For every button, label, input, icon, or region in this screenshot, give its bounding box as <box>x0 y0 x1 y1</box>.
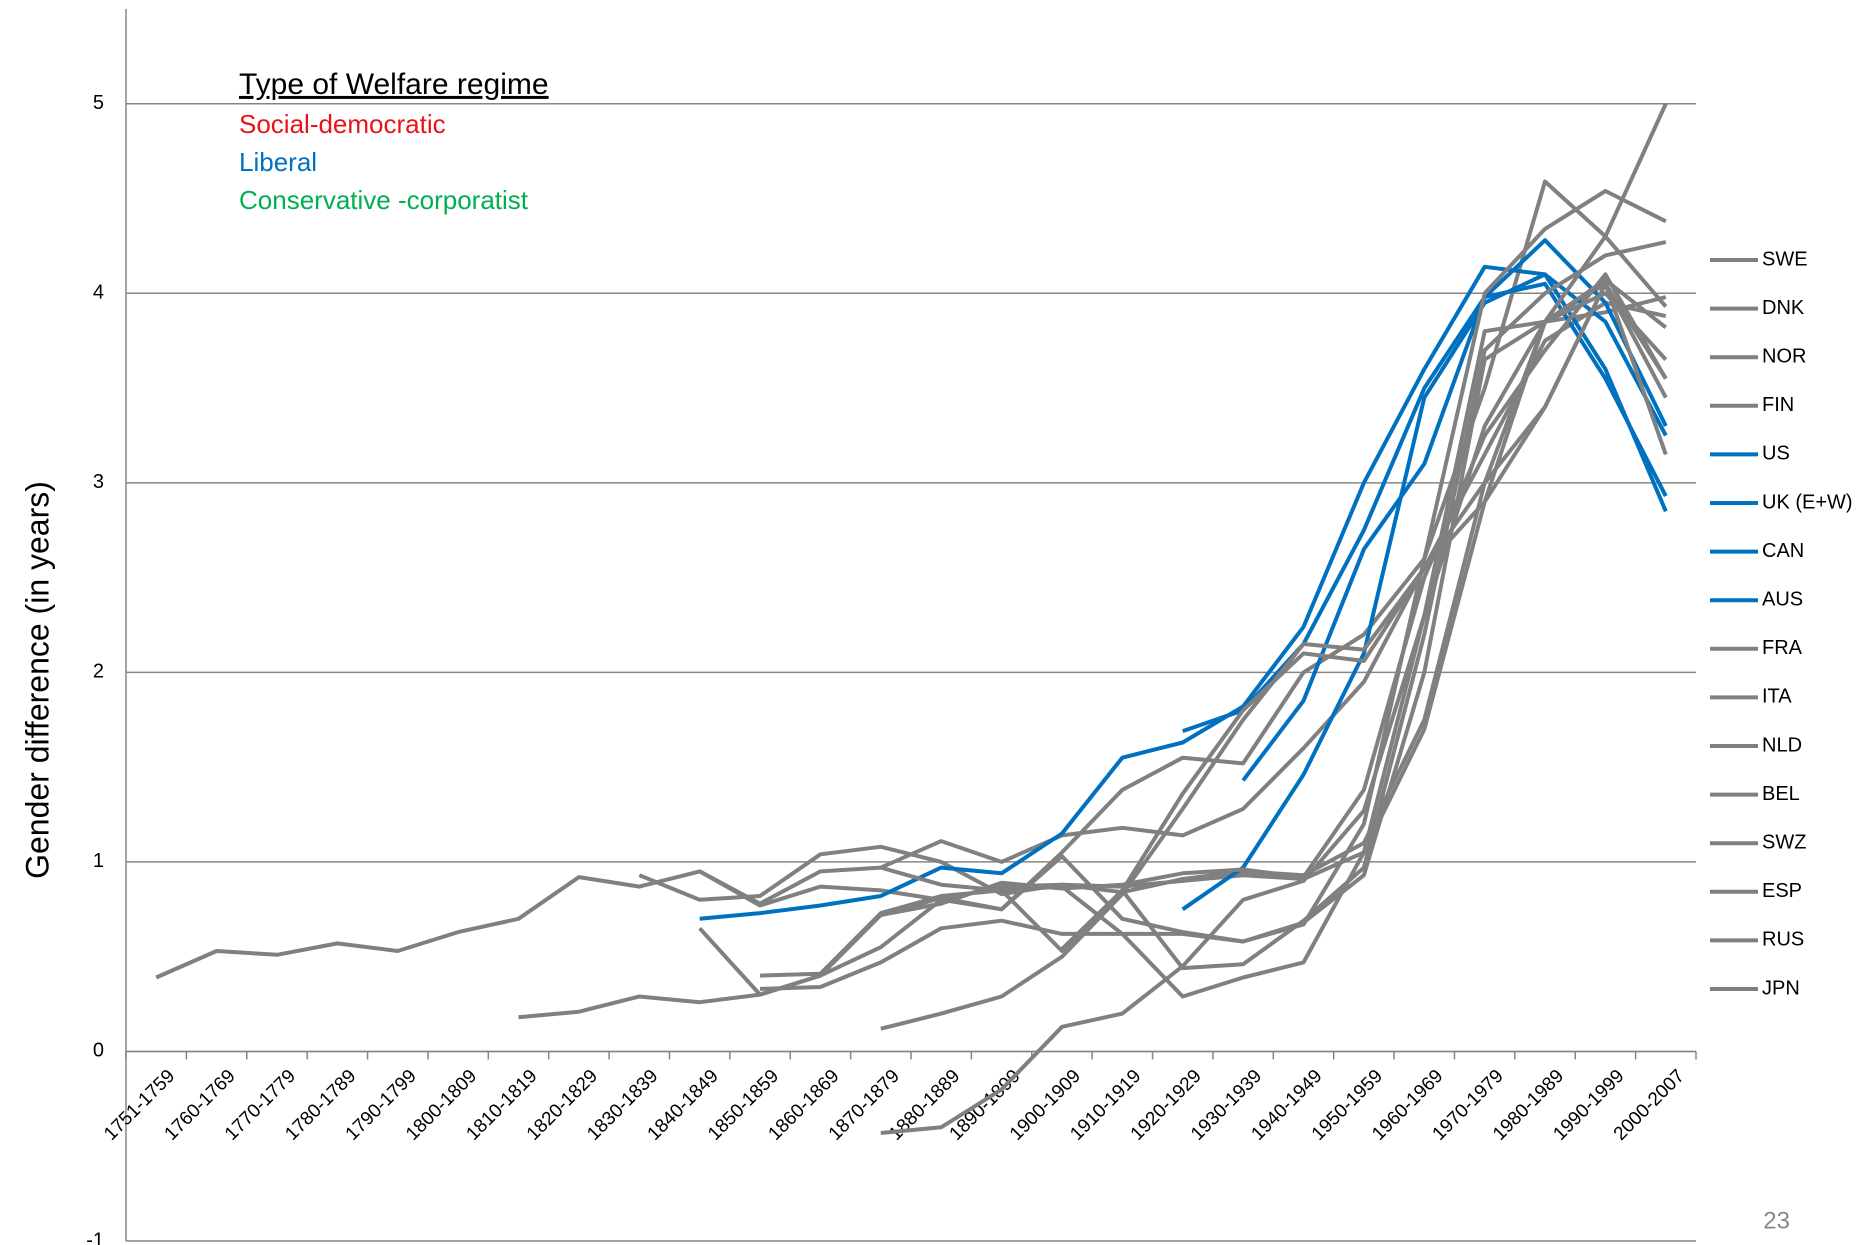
series-line <box>698 281 1668 908</box>
regime-label: Conservative -corporatist <box>239 185 529 215</box>
legend-label: NLD <box>1762 734 1802 756</box>
legend-label: RUS <box>1762 929 1804 951</box>
page-number: 23 <box>1763 1207 1790 1234</box>
series-line <box>880 272 1668 917</box>
legend-label: JPN <box>1762 977 1800 999</box>
legend-label: CAN <box>1762 540 1804 562</box>
series-line <box>1060 240 1667 971</box>
legend-label: AUS <box>1762 588 1803 610</box>
y-tick-label: 3 <box>93 471 104 493</box>
regime-label: Liberal <box>239 147 317 177</box>
series-line <box>1182 238 1668 733</box>
legend-label: NOR <box>1762 345 1806 367</box>
legend-label: ESP <box>1762 880 1802 902</box>
legend-title: Type of Welfare regime <box>239 68 549 101</box>
legend-label: US <box>1762 443 1790 465</box>
series-line <box>880 102 1668 1135</box>
series-line <box>1181 272 1668 911</box>
y-tick-label: 5 <box>93 92 104 114</box>
series-line <box>638 295 1667 902</box>
series-line <box>1241 281 1668 782</box>
y-tick-label: 1 <box>93 850 104 872</box>
legend-label: SWE <box>1762 248 1808 270</box>
legend-label: DNK <box>1762 297 1805 319</box>
y-tick-label: 2 <box>93 661 104 683</box>
legend-label: SWZ <box>1762 831 1806 853</box>
regime-label: Social-democratic <box>239 109 446 139</box>
legend-label: BEL <box>1762 783 1800 805</box>
legend-label: FIN <box>1762 394 1794 416</box>
series-line <box>518 179 1668 1020</box>
legend-label: ITA <box>1762 686 1792 708</box>
y-tick-label: 0 <box>93 1040 104 1062</box>
series-line <box>880 281 1668 953</box>
legend-label: FRA <box>1762 637 1803 659</box>
series-line <box>759 278 1668 999</box>
series-line <box>880 281 1668 1031</box>
legend-label: UK (E+W) <box>1762 491 1853 513</box>
y-tick-label: -1 <box>86 1229 104 1245</box>
y-axis-label: Gender difference (in years) <box>19 481 55 879</box>
series-line <box>698 291 1668 997</box>
y-tick-label: 4 <box>93 282 104 304</box>
